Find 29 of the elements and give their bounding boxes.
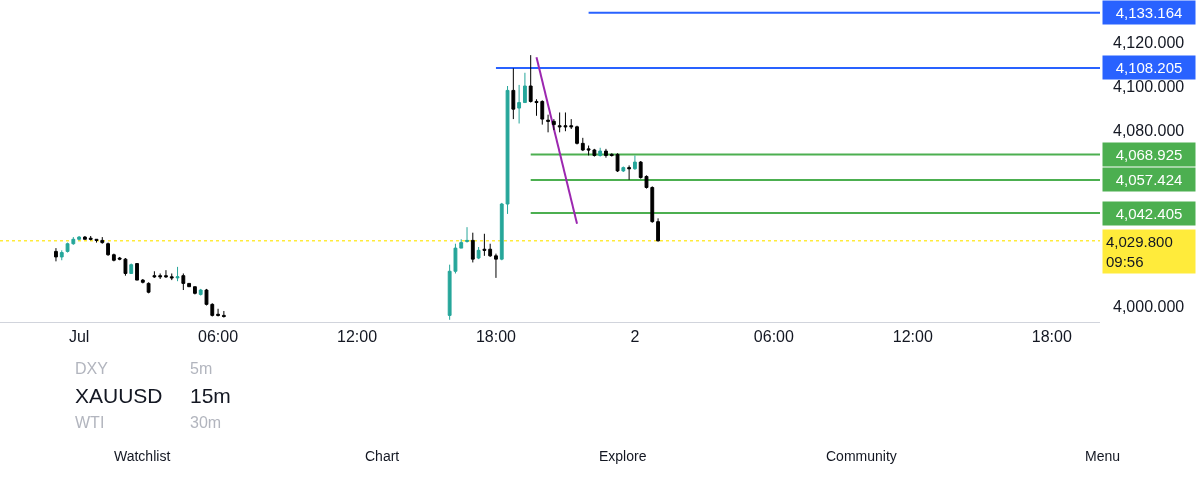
y-tick-label: 4,100.000 (1113, 77, 1185, 95)
data-label: 4,068.925 (1115, 146, 1183, 163)
text: 30m (190, 414, 222, 431)
text: Community (826, 448, 897, 464)
data-label: 4,057.424 (1115, 171, 1183, 188)
data-label: 4,108.205 (1115, 59, 1183, 76)
text: Chart (365, 448, 400, 464)
data-label: 4,133.164 (1115, 4, 1183, 21)
x-tick-label: 18:00 (1031, 328, 1072, 346)
text: XAUUSD (75, 384, 163, 407)
x-tick-label: 06:00 (198, 328, 239, 346)
x-tick-label: 12:00 (337, 328, 378, 346)
y-tick-label: 4,120.000 (1113, 33, 1185, 51)
text: DXY (75, 360, 109, 377)
y-tick-label: 4,080.000 (1113, 121, 1185, 139)
text: 5m (190, 360, 213, 377)
y-tick-label: 4,000.000 (1113, 298, 1185, 316)
text: WTI (75, 414, 105, 431)
x-tick-label: 06:00 (753, 328, 794, 346)
x-tick-label: 12:00 (892, 328, 933, 346)
x-tick-label: Jul (68, 328, 90, 346)
x-tick-label: 2 (630, 328, 640, 346)
text: Explore (599, 448, 647, 464)
text: Watchlist (114, 448, 171, 464)
text: 15m (190, 384, 231, 407)
data-label: 4,042.405 (1115, 205, 1183, 222)
ref-line-label: 4,029.800 09:56 (1106, 233, 1173, 270)
text: Menu (1085, 448, 1121, 464)
x-tick-label: 18:00 (475, 328, 517, 346)
